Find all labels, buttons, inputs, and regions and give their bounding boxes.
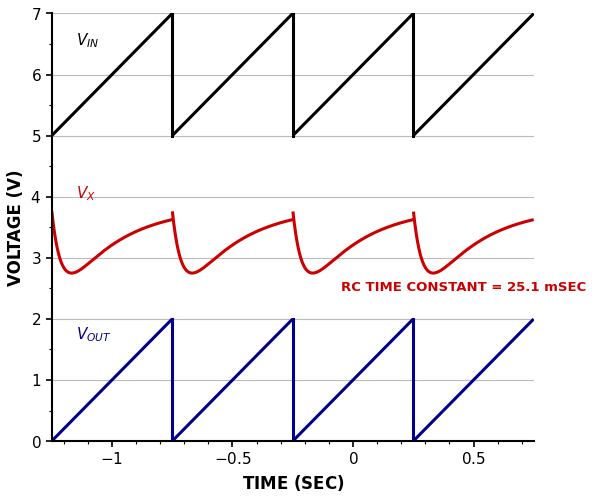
Text: $V_X$: $V_X$: [76, 184, 96, 203]
Text: $V_{IN}$: $V_{IN}$: [76, 32, 99, 50]
Text: RC TIME CONSTANT = 25.1 mSEC: RC TIME CONSTANT = 25.1 mSEC: [341, 280, 586, 293]
Y-axis label: VOLTAGE (V): VOLTAGE (V): [7, 169, 25, 286]
Text: $V_{OUT}$: $V_{OUT}$: [76, 325, 112, 344]
X-axis label: $\mathbf{TIME}$ (SEC): $\mathbf{TIME}$ (SEC): [242, 473, 344, 493]
